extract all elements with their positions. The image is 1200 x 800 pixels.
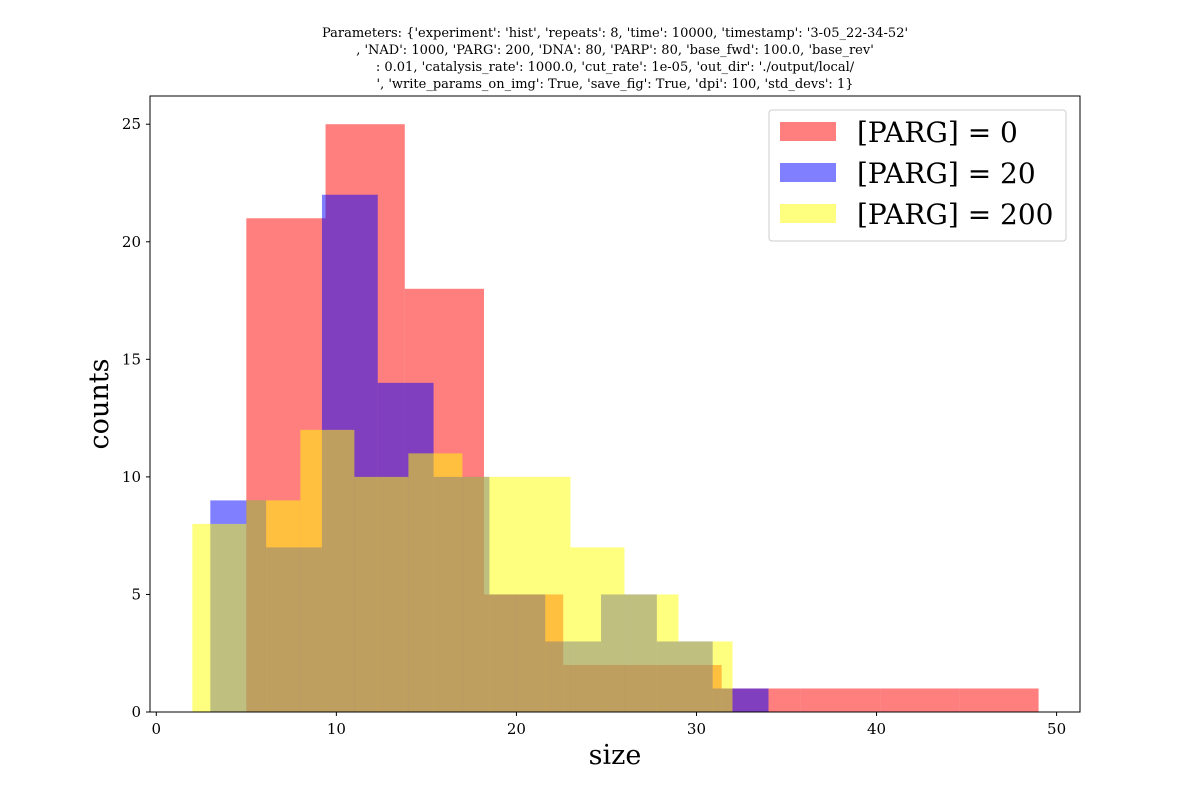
x-axis-label: size: [589, 740, 642, 771]
title-line-4: ', 'write_params_on_img': True, 'save_fi…: [377, 77, 854, 92]
x-tick-label-10: 10: [327, 720, 346, 738]
x-tick-label-40: 40: [867, 720, 886, 738]
legend-label-parg-200: [PARG] = 200: [857, 198, 1054, 231]
histogram-bar-parg-200-bin-5: [408, 453, 463, 712]
legend-label-parg-0: [PARG] = 0: [857, 116, 1018, 149]
histogram-bar-parg-200-bin-1: [192, 523, 247, 712]
title-line-2: , 'NAD': 1000, 'PARG': 200, 'DNA': 80, '…: [356, 43, 874, 58]
legend-label-parg-20: [PARG] = 20: [857, 157, 1036, 190]
legend: [PARG] = 0 [PARG] = 20 [PARG] = 200: [768, 109, 1067, 242]
y-tick-label-10: 10: [122, 468, 141, 486]
title-line-3: : 0.01, 'catalysis_rate': 1000.0, 'cut_r…: [376, 60, 855, 75]
histogram-bar-parg-200-bin-2: [246, 500, 301, 712]
y-tick-label-25: 25: [122, 115, 141, 133]
histogram-bar-parg-200-bin-10: [678, 641, 733, 712]
y-tick-label-0: 0: [131, 703, 141, 721]
chart-title: Parameters: {'experiment': 'hist', 'repe…: [322, 26, 908, 92]
x-tick-label-30: 30: [687, 720, 706, 738]
histogram-bar-parg-0-bin-8: [800, 688, 881, 712]
histogram-bar-parg-200-bin-3: [300, 429, 355, 712]
y-tick-label-20: 20: [122, 233, 141, 251]
y-axis-label: counts: [84, 359, 115, 450]
title-line-1: Parameters: {'experiment': 'hist', 'repe…: [322, 26, 908, 41]
x-tick-label-50: 50: [1047, 720, 1066, 738]
y-tick-label-15: 15: [122, 350, 141, 368]
plot-area-frame: [149, 95, 1081, 713]
x-tick-label-20: 20: [507, 720, 526, 738]
histogram-bar-parg-200-bin-8: [570, 547, 625, 712]
histogram-bar-parg-0-bin-10: [959, 688, 1039, 712]
histogram-bar-parg-200-bin-9: [624, 594, 679, 712]
y-axis-ticks: 0 5 10 15 20 25: [122, 115, 150, 721]
histogram-bar-parg-200-bin-6: [462, 476, 517, 712]
histogram-bar-parg-0-bin-9: [880, 688, 960, 712]
legend-frame: [768, 109, 1067, 242]
x-tick-label-0: 0: [152, 720, 162, 738]
legend-swatch-parg-0: [780, 122, 836, 141]
legend-swatch-parg-200: [780, 204, 836, 223]
histogram-bar-parg-200-bin-7: [516, 476, 571, 712]
histogram-bar-parg-200-bin-4: [354, 476, 409, 712]
legend-swatch-parg-20: [780, 163, 836, 182]
x-axis-ticks: 0 10 20 30 40 50: [152, 712, 1066, 738]
histogram-bars: [192, 124, 1039, 713]
y-tick-label-5: 5: [131, 585, 141, 603]
